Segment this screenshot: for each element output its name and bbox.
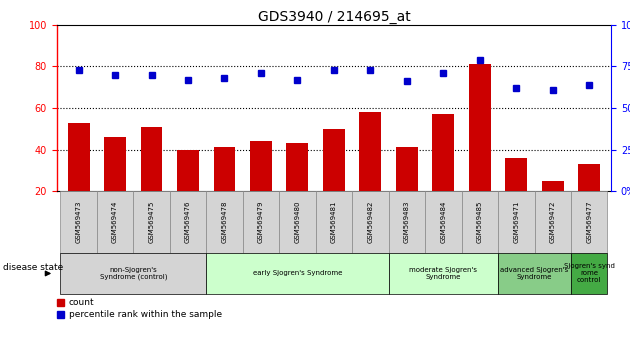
Bar [67,122,89,233]
Text: percentile rank within the sample: percentile rank within the sample [69,310,222,319]
Bar [177,149,199,233]
Text: moderate Sjogren's
Syndrome: moderate Sjogren's Syndrome [410,267,478,280]
Bar [542,181,564,233]
Text: non-Sjogren's
Syndrome (control): non-Sjogren's Syndrome (control) [100,267,167,280]
Bar [287,143,308,233]
Bar [578,164,600,233]
Bar [214,148,236,233]
Bar [396,148,418,233]
Text: GSM569475: GSM569475 [149,201,154,243]
Bar [250,141,272,233]
Bar [104,137,126,233]
Text: count: count [69,298,94,307]
Text: GSM569480: GSM569480 [294,201,301,244]
Text: GSM569476: GSM569476 [185,201,191,244]
Text: GSM569477: GSM569477 [587,201,592,244]
Text: early Sjogren's Syndrome: early Sjogren's Syndrome [253,270,342,276]
Text: GSM569472: GSM569472 [550,201,556,243]
Bar [323,129,345,233]
Bar [140,127,163,233]
Text: GSM569484: GSM569484 [440,201,446,243]
Text: GSM569485: GSM569485 [477,201,483,243]
Bar [505,158,527,233]
Text: GSM569473: GSM569473 [76,201,81,244]
Title: GDS3940 / 214695_at: GDS3940 / 214695_at [258,10,410,24]
Text: GSM569482: GSM569482 [367,201,374,243]
Text: GSM569474: GSM569474 [112,201,118,243]
Text: disease state: disease state [3,263,64,272]
Text: GSM569471: GSM569471 [513,201,519,244]
Text: advanced Sjogren's
Syndrome: advanced Sjogren's Syndrome [500,267,569,280]
Text: Sjogren's synd
rome
control: Sjogren's synd rome control [564,263,615,284]
Text: GSM569481: GSM569481 [331,201,337,244]
Bar [432,114,454,233]
Bar [360,112,381,233]
Bar [469,64,491,233]
Text: GSM569479: GSM569479 [258,201,264,244]
Text: GSM569478: GSM569478 [222,201,227,244]
Text: GSM569483: GSM569483 [404,201,410,244]
